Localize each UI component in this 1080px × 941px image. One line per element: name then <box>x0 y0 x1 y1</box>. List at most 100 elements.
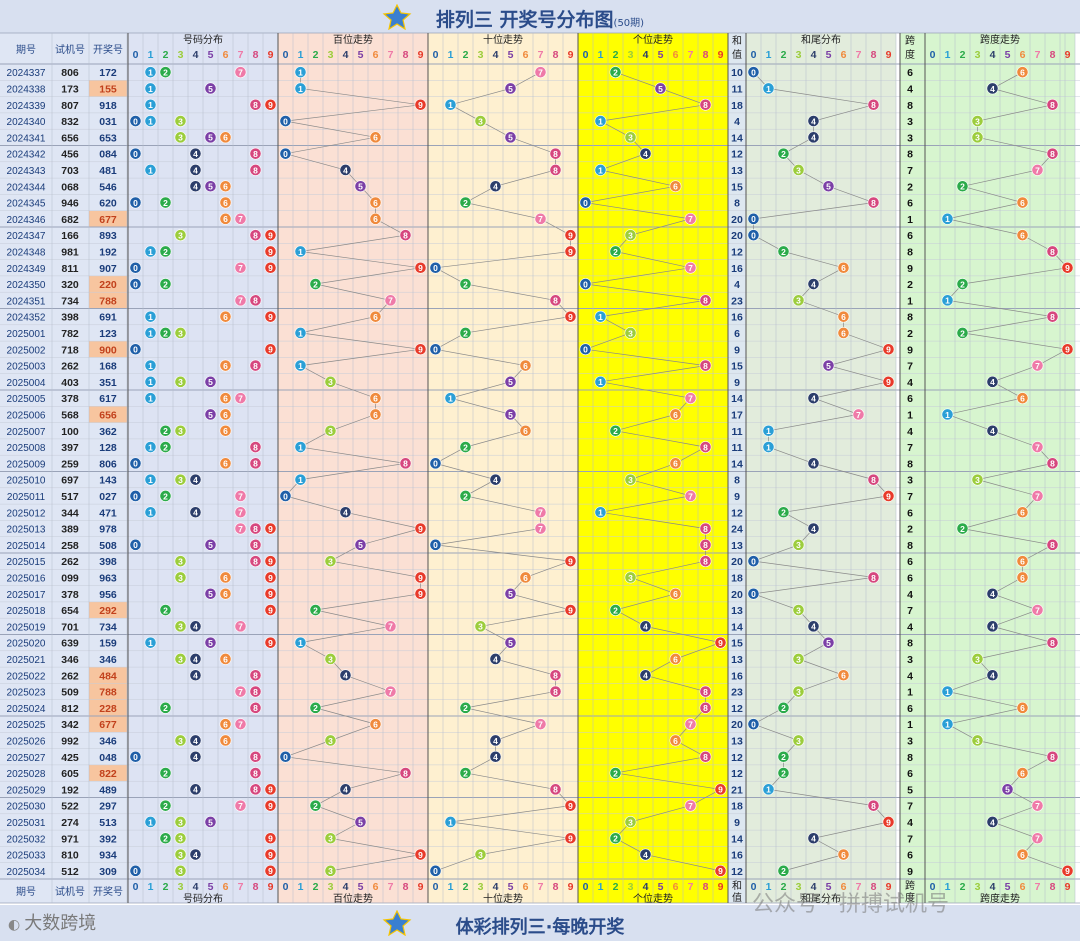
trend-ball-shi <box>459 441 472 453</box>
trend-ball-hw <box>747 718 760 731</box>
distribution-ball <box>144 115 157 127</box>
trend-ball-ge <box>669 587 682 600</box>
trend-ball-bai <box>324 375 337 388</box>
trend-ball-shi <box>504 408 517 421</box>
trend-ball-ge <box>699 441 712 453</box>
distribution-ball <box>249 441 262 453</box>
trend-ball-span <box>986 375 999 388</box>
trend-ball-span <box>1031 799 1044 812</box>
span-value-cell: 9 <box>907 866 913 878</box>
sum-value-cell: 14 <box>731 393 743 405</box>
trend-ball-shi-label: 2 <box>463 279 468 289</box>
distribution-ball <box>144 359 157 372</box>
trend-ball-bai-label: 3 <box>328 426 333 436</box>
trend-ball-shi <box>504 131 517 144</box>
footer-header-digit: 1 <box>448 881 454 893</box>
span-value-cell: 8 <box>907 149 913 161</box>
distribution-ball <box>129 278 142 290</box>
distribution-ball <box>159 799 172 812</box>
trend-ball-ge-label: 3 <box>628 573 633 583</box>
trend-ball-ge <box>624 816 637 828</box>
issue-cell: 2024347 <box>7 231 46 242</box>
trend-ball-span-label: 2 <box>960 182 965 192</box>
trend-ball-span-label: 6 <box>1020 230 1025 240</box>
trend-ball-hw <box>747 555 760 568</box>
span-value-cell: 8 <box>907 100 913 112</box>
header-digit: 8 <box>871 49 877 61</box>
trend-ball-shi-label: 0 <box>433 263 438 273</box>
span-value-cell: 4 <box>907 426 913 438</box>
trend-ball-ge <box>609 604 622 616</box>
trend-ball-ge <box>609 832 622 845</box>
distribution-ball-label: 2 <box>163 491 168 501</box>
distribution-ball-label: 3 <box>178 230 183 240</box>
sum-value-cell: 15 <box>731 181 743 193</box>
test-number-cell: 403 <box>61 377 79 389</box>
trend-ball-bai-label: 4 <box>343 508 348 518</box>
draw-number-cell: 620 <box>99 198 117 210</box>
draw-cell-highlight <box>89 275 127 293</box>
trend-ball-ge <box>594 115 607 127</box>
footer-header-digit: 6 <box>841 881 847 893</box>
header-digit: 3 <box>328 49 334 61</box>
trend-ball-bai <box>309 278 322 290</box>
distribution-ball <box>159 604 172 616</box>
footer-header-digit: 7 <box>238 881 244 893</box>
test-number-cell: 425 <box>61 752 79 764</box>
trend-ball-bai-label: 8 <box>403 768 408 778</box>
trend-ball-ge-label: 8 <box>703 361 708 371</box>
span-value-cell: 6 <box>907 67 913 79</box>
distribution-ball <box>249 147 262 160</box>
footer-header-group-shi: 十位走势 <box>483 892 523 905</box>
distribution-ball-label: 2 <box>163 768 168 778</box>
trend-ball-ge-label: 2 <box>613 67 618 77</box>
draw-number-cell: 220 <box>99 279 117 291</box>
header-digit: 8 <box>703 49 709 61</box>
footer-header-digit: 9 <box>268 881 274 893</box>
distribution-ball-label: 2 <box>163 801 168 811</box>
test-number-cell: 173 <box>61 83 79 95</box>
footer-header-digit: 4 <box>643 881 649 893</box>
trend-ball-span <box>1016 555 1029 568</box>
trend-ball-span-label: 6 <box>1020 850 1025 860</box>
distribution-ball-label: 2 <box>163 426 168 436</box>
header-digit: 5 <box>208 49 214 61</box>
draw-number-cell: 309 <box>99 866 117 878</box>
sum-value-cell: 18 <box>731 801 743 813</box>
trend-ball-hw <box>837 310 850 323</box>
trend-ball-ge <box>579 343 592 356</box>
issue-cell: 2025012 <box>7 508 46 519</box>
trend-ball-bai <box>279 750 292 763</box>
header-digit: 2 <box>960 49 966 61</box>
distribution-ball-label: 1 <box>148 100 153 110</box>
trend-ball-span <box>1031 441 1044 453</box>
span-value-cell: 1 <box>907 687 913 699</box>
trend-ball-ge <box>699 750 712 763</box>
trend-ball-bai <box>309 701 322 714</box>
test-number-cell: 981 <box>61 246 79 258</box>
trend-ball-hw-label: 8 <box>871 475 876 485</box>
footer-header-test: 试机号 <box>55 885 85 898</box>
distribution-ball-label: 7 <box>238 524 243 534</box>
trend-ball-hw-label: 2 <box>781 866 786 876</box>
issue-cell: 2025026 <box>7 736 46 747</box>
trend-ball-span <box>971 734 984 747</box>
trend-ball-span <box>1031 164 1044 176</box>
trend-ball-shi <box>489 750 502 763</box>
trend-ball-shi <box>489 734 502 747</box>
footer-header-digit: 5 <box>358 881 364 893</box>
trend-ball-shi-label: 9 <box>568 801 573 811</box>
trend-ball-span <box>956 522 969 535</box>
header-digit: 6 <box>673 49 679 61</box>
trend-ball-ge-label: 3 <box>628 475 633 485</box>
trend-ball-shi-label: 8 <box>553 296 558 306</box>
trend-ball-hw-label: 5 <box>826 361 831 371</box>
trend-ball-ge-label: 9 <box>718 866 723 876</box>
distribution-ball <box>144 473 157 486</box>
distribution-ball-label: 3 <box>178 556 183 566</box>
trend-ball-shi <box>534 506 547 519</box>
distribution-ball-label: 6 <box>223 736 228 746</box>
distribution-ball-label: 1 <box>148 84 153 94</box>
trend-ball-bai-label: 1 <box>298 67 303 77</box>
